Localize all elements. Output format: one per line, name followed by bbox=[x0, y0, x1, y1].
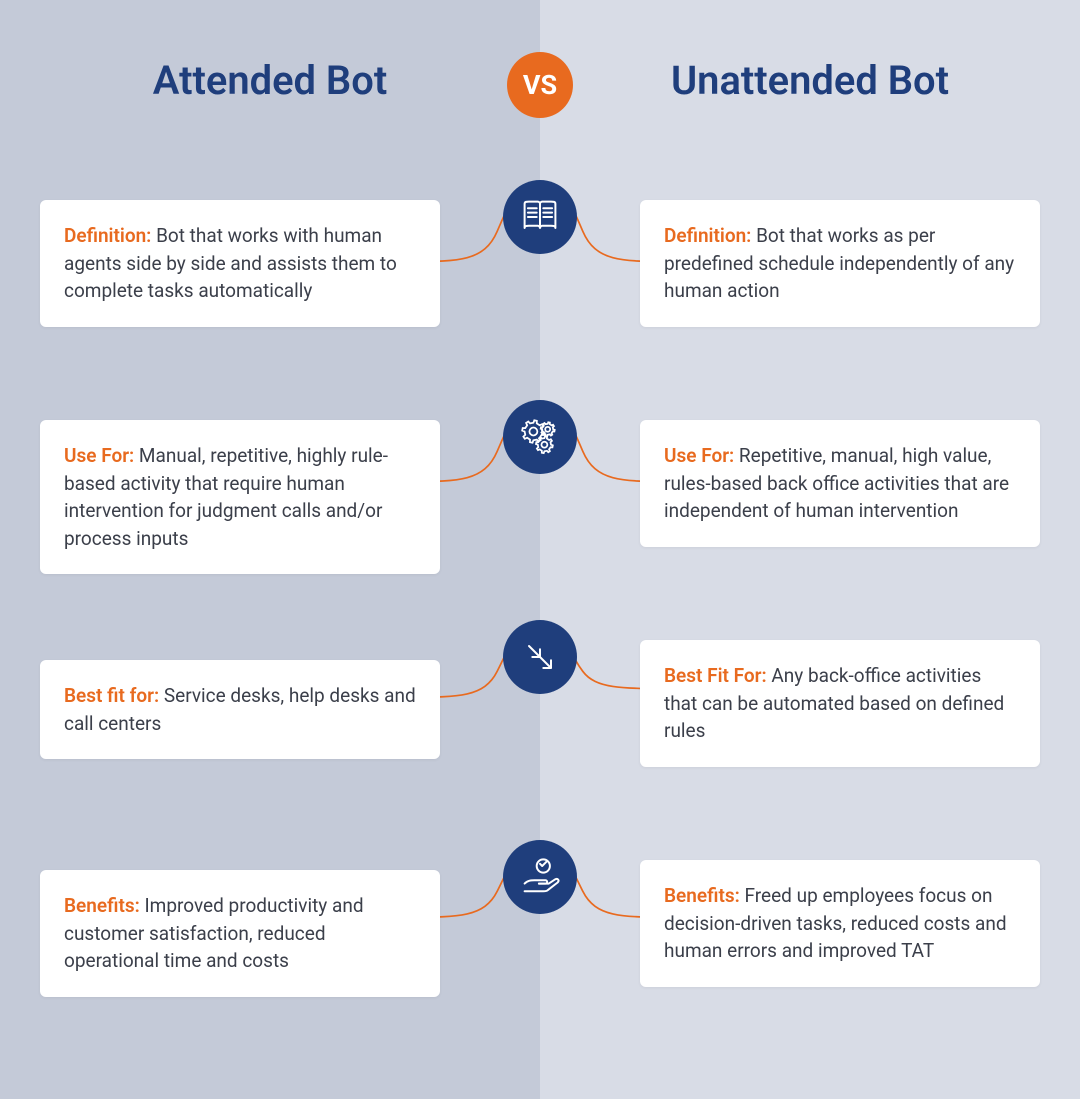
vs-badge: VS bbox=[507, 52, 573, 118]
right-card: Definition: Bot that works as per predef… bbox=[640, 200, 1040, 327]
left-card: Benefits: Improved productivity and cust… bbox=[40, 870, 440, 997]
hand-icon bbox=[503, 840, 577, 914]
comparison-row: Definition: Bot that works with human ag… bbox=[0, 180, 1080, 400]
left-header: Attended Bot bbox=[0, 0, 540, 160]
card-label: Best fit for: bbox=[64, 684, 159, 707]
book-icon bbox=[503, 180, 577, 254]
left-title: Attended Bot bbox=[153, 57, 387, 104]
gears-icon bbox=[503, 400, 577, 474]
comparison-row: Benefits: Improved productivity and cust… bbox=[0, 840, 1080, 1060]
right-card: Use For: Repetitive, manual, high value,… bbox=[640, 420, 1040, 547]
card-label: Benefits: bbox=[664, 884, 740, 907]
left-card: Use For: Manual, repetitive, highly rule… bbox=[40, 420, 440, 574]
left-card: Definition: Bot that works with human ag… bbox=[40, 200, 440, 327]
comparison-rows: Definition: Bot that works with human ag… bbox=[0, 180, 1080, 1099]
card-label: Use For: bbox=[664, 444, 734, 467]
comparison-row: Use For: Manual, repetitive, highly rule… bbox=[0, 400, 1080, 620]
card-label: Definition: bbox=[664, 224, 751, 247]
right-title: Unattended Bot bbox=[671, 57, 949, 104]
card-label: Best Fit For: bbox=[664, 664, 767, 687]
card-label: Benefits: bbox=[64, 894, 140, 917]
card-label: Definition: bbox=[64, 224, 151, 247]
card-label: Use For: bbox=[64, 444, 134, 467]
arrows-icon bbox=[503, 620, 577, 694]
comparison-row: Best fit for: Service desks, help desks … bbox=[0, 620, 1080, 840]
right-header: Unattended Bot bbox=[540, 0, 1080, 160]
right-card: Best Fit For: Any back-office activities… bbox=[640, 640, 1040, 767]
left-card: Best fit for: Service desks, help desks … bbox=[40, 660, 440, 759]
right-card: Benefits: Freed up employees focus on de… bbox=[640, 860, 1040, 987]
vs-text: VS bbox=[523, 69, 557, 101]
